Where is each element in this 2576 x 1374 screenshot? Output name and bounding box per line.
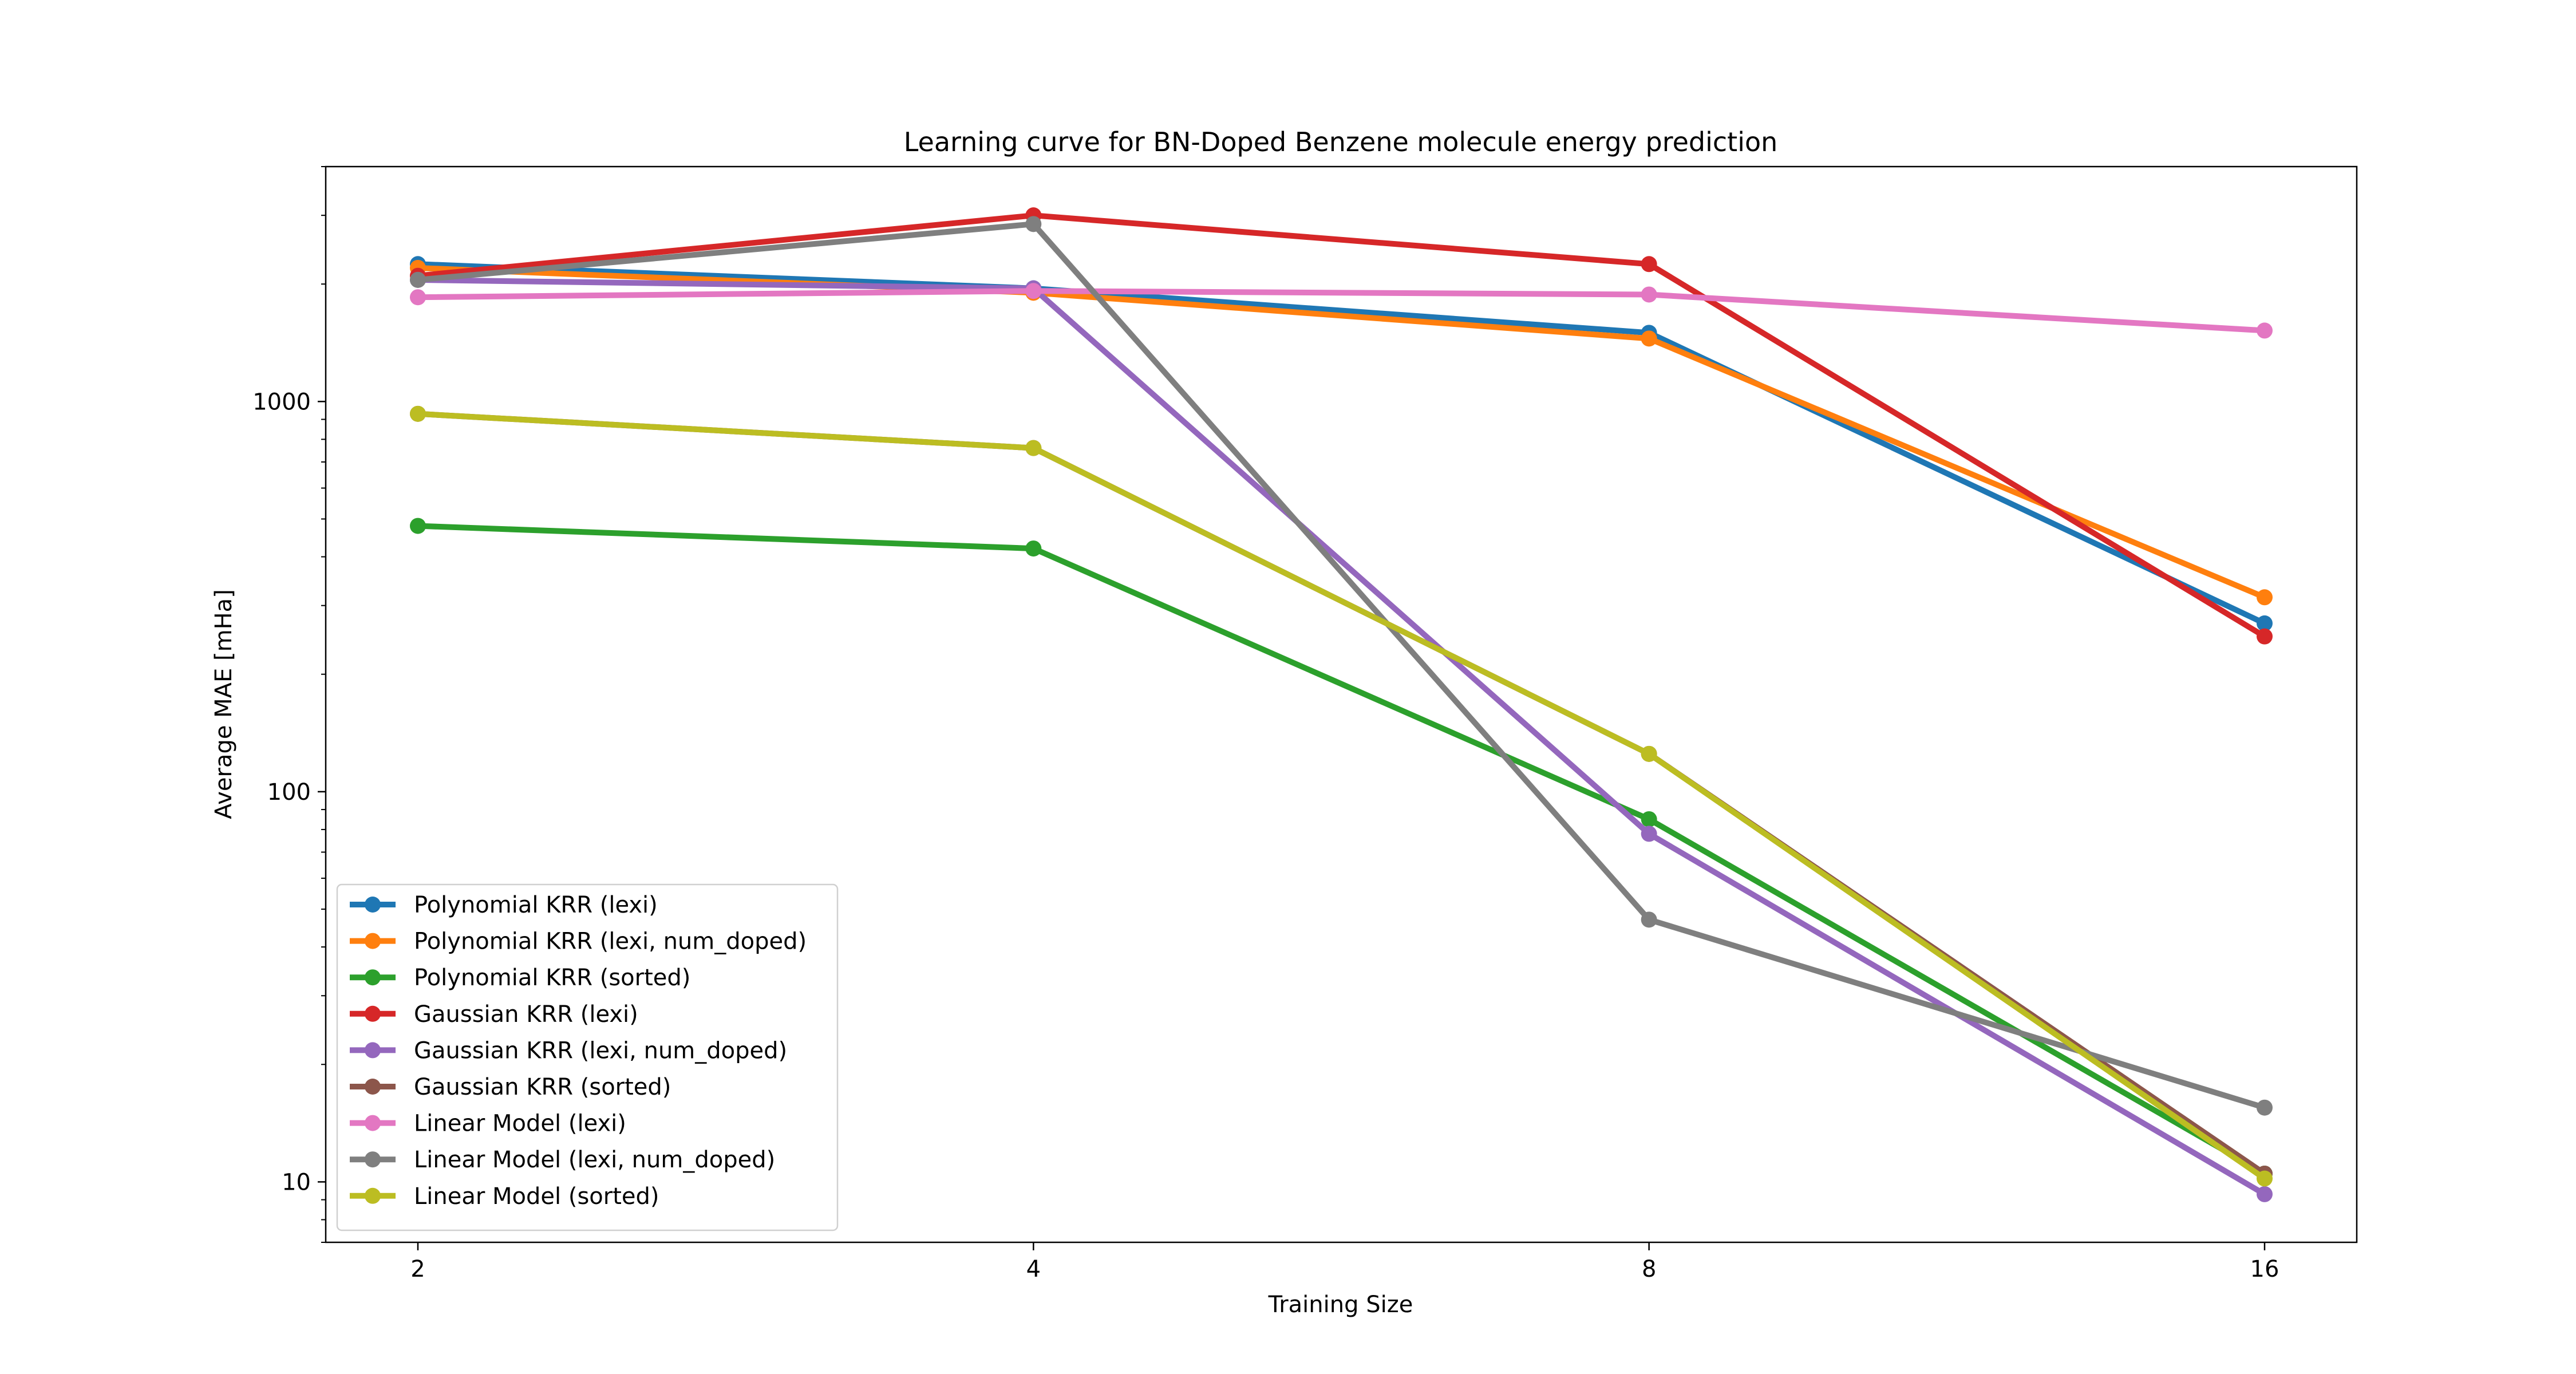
data-point [1641,286,1657,303]
x-axis: 2 4 8 16 [410,1242,2279,1282]
series-line [414,523,2269,1178]
data-point [1025,440,1042,456]
y-axis: 10 100 1000 [252,166,326,1243]
data-point [1641,911,1657,928]
legend-label: Gaussian KRR (lexi, num_doped) [414,1037,787,1064]
series-line [414,261,2269,627]
x-tick-label: 2 [410,1256,425,1282]
series-line [414,410,2269,1183]
data-point [1641,811,1657,827]
x-axis-label: Training Size [1268,1292,1413,1318]
data-point [1025,216,1042,232]
data-point [1641,256,1657,273]
chart-title: Learning curve for BN-Doped Benzene mole… [904,127,1778,157]
x-tick-label: 16 [2250,1256,2279,1282]
data-point [410,271,426,288]
legend-label: Polynomial KRR (sorted) [414,965,690,991]
legend-marker [365,1151,381,1168]
legend-label: Gaussian KRR (lexi) [414,1001,638,1028]
legend-label: Gaussian KRR (sorted) [414,1074,671,1100]
series-9 [410,405,2273,1187]
legend-entry: Linear Model (sorted) [350,1183,659,1210]
data-point [2257,322,2273,339]
data-point [2257,1170,2273,1187]
x-tick-label: 4 [1026,1256,1041,1282]
y-tick-label: 100 [267,779,311,806]
series-line [414,212,2269,641]
data-point [1641,826,1657,842]
legend-label: Polynomial KRR (lexi) [414,892,658,918]
legend-marker [365,969,381,986]
data-point [410,405,426,422]
legend-entry: Gaussian KRR (sorted) [350,1074,671,1100]
legend-label: Linear Model (lexi) [414,1111,626,1137]
legend-marker [365,1115,381,1131]
series-line [414,221,2269,1111]
series-layer [410,207,2273,1202]
legend: Polynomial KRR (lexi) Polynomial KRR (lex… [336,883,839,1231]
y-tick-label: 10 [282,1169,311,1195]
legend-marker [365,897,381,913]
data-point [410,289,426,306]
legend-entry: Polynomial KRR (sorted) [350,965,690,991]
data-point [2257,628,2273,645]
legend-entry: Polynomial KRR (lexi, num_doped) [350,929,807,955]
data-point [1025,283,1042,299]
series-7 [410,283,2273,339]
series-line [414,264,2269,601]
data-point [410,518,426,534]
data-point [1641,330,1657,347]
data-point [2257,615,2273,631]
legend-label: Linear Model (sorted) [414,1183,659,1210]
x-tick-label: 8 [1642,1256,1656,1282]
series-8 [410,216,2273,1116]
data-point [2257,1186,2273,1202]
data-point [2257,1099,2273,1116]
legend-label: Linear Model (lexi, num_doped) [414,1147,775,1173]
plot-frame [325,165,2358,1243]
legend-entry: Polynomial KRR (lexi) [350,892,658,918]
legend-box [336,883,839,1231]
data-point [1025,540,1042,557]
legend-entry: Linear Model (lexi, num_doped) [350,1147,775,1173]
legend-entry: Gaussian KRR (lexi, num_doped) [350,1037,787,1064]
legend-marker [365,1005,381,1022]
legend-marker [365,1079,381,1095]
series-line [414,288,2268,334]
legend-marker [365,1187,381,1204]
legend-label: Polynomial KRR (lexi, num_doped) [414,929,807,955]
legend-marker [365,933,381,949]
legend-entry: Linear Model (lexi) [350,1111,626,1137]
y-axis-label: Average MAE [mHa] [211,589,237,819]
data-point [1641,745,1657,762]
y-tick-label: 1000 [252,389,311,415]
legend-entry: Gaussian KRR (lexi) [350,1001,638,1028]
legend-marker [365,1042,381,1059]
data-point [2257,589,2273,606]
